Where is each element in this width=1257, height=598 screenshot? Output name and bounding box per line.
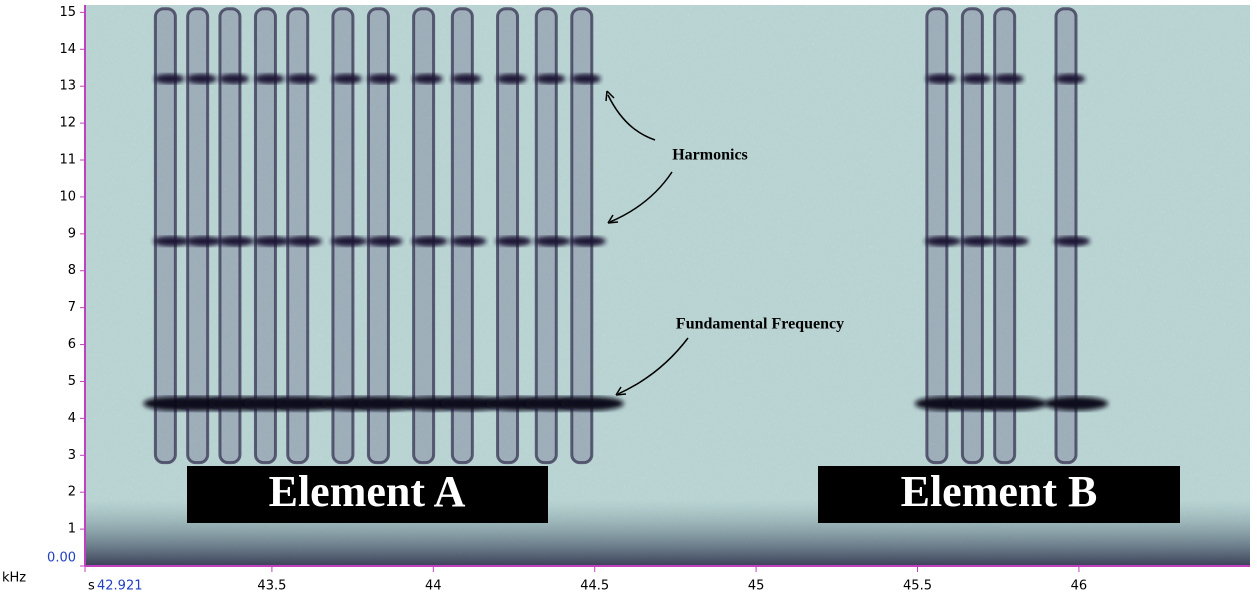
element-label: Element A xyxy=(269,467,466,516)
y-tick-label: 6 xyxy=(68,337,76,352)
harmonic xyxy=(571,74,601,84)
harmonic xyxy=(451,74,481,84)
harmonic xyxy=(994,74,1024,84)
harmonic xyxy=(331,236,367,246)
harmonic xyxy=(497,74,527,84)
x-tick-label: 46 xyxy=(1071,579,1088,594)
y-tick-label: 0.00 xyxy=(47,551,76,566)
harmonic xyxy=(253,236,289,246)
x-tick-label: 43.5 xyxy=(257,579,286,594)
harmonic xyxy=(534,236,570,246)
y-tick-label: 4 xyxy=(68,411,76,426)
harmonic xyxy=(154,74,184,84)
harmonic xyxy=(1055,74,1085,84)
x-tick-label: 44 xyxy=(425,579,442,594)
harmonic xyxy=(926,74,956,84)
x-tick-label: 44.5 xyxy=(580,579,609,594)
harmonic xyxy=(186,236,222,246)
harmonic xyxy=(412,236,448,246)
harmonic xyxy=(153,236,189,246)
x-tick-label: 45.5 xyxy=(903,579,932,594)
annotation: Harmonics xyxy=(672,147,748,164)
harmonic xyxy=(187,74,217,84)
harmonic xyxy=(219,74,249,84)
y-tick-label: 5 xyxy=(68,374,76,389)
fundamental xyxy=(560,397,624,411)
y-tick-label: 3 xyxy=(68,448,76,463)
harmonic xyxy=(496,236,532,246)
harmonic xyxy=(570,236,606,246)
harmonic xyxy=(287,74,317,84)
x-tick-label: 45 xyxy=(748,579,765,594)
harmonic xyxy=(413,74,443,84)
harmonic xyxy=(254,74,284,84)
harmonic xyxy=(450,236,486,246)
y-tick-label: 9 xyxy=(68,226,76,241)
harmonic xyxy=(961,74,991,84)
harmonic xyxy=(925,236,961,246)
harmonic xyxy=(993,236,1029,246)
harmonic xyxy=(286,236,322,246)
y-axis-label: kHz xyxy=(2,571,26,586)
y-tick-label: 12 xyxy=(59,116,76,131)
annotation: Fundamental Frequency xyxy=(676,316,844,333)
harmonic xyxy=(367,74,397,84)
element-label: Element B xyxy=(901,467,1098,516)
x-tick-label: 42.921 xyxy=(97,579,143,594)
y-tick-label: 2 xyxy=(68,485,76,500)
harmonic xyxy=(1054,236,1090,246)
y-tick-label: 8 xyxy=(68,263,76,278)
harmonic xyxy=(960,236,996,246)
harmonic xyxy=(535,74,565,84)
y-tick-label: 1 xyxy=(68,522,76,537)
y-tick-label: 14 xyxy=(59,42,76,57)
harmonic xyxy=(218,236,254,246)
fundamental xyxy=(983,397,1047,411)
x-axis-label: s xyxy=(88,579,95,594)
y-tick-label: 11 xyxy=(59,153,76,168)
y-tick-label: 10 xyxy=(59,189,76,204)
fundamental xyxy=(1044,397,1108,411)
y-tick-label: 15 xyxy=(59,5,76,20)
y-tick-label: 13 xyxy=(59,79,76,94)
harmonic xyxy=(366,236,402,246)
y-tick-label: 7 xyxy=(68,300,76,315)
harmonic xyxy=(332,74,362,84)
chart: kHz s Element A Element B Harmonics Fund… xyxy=(0,0,1257,594)
